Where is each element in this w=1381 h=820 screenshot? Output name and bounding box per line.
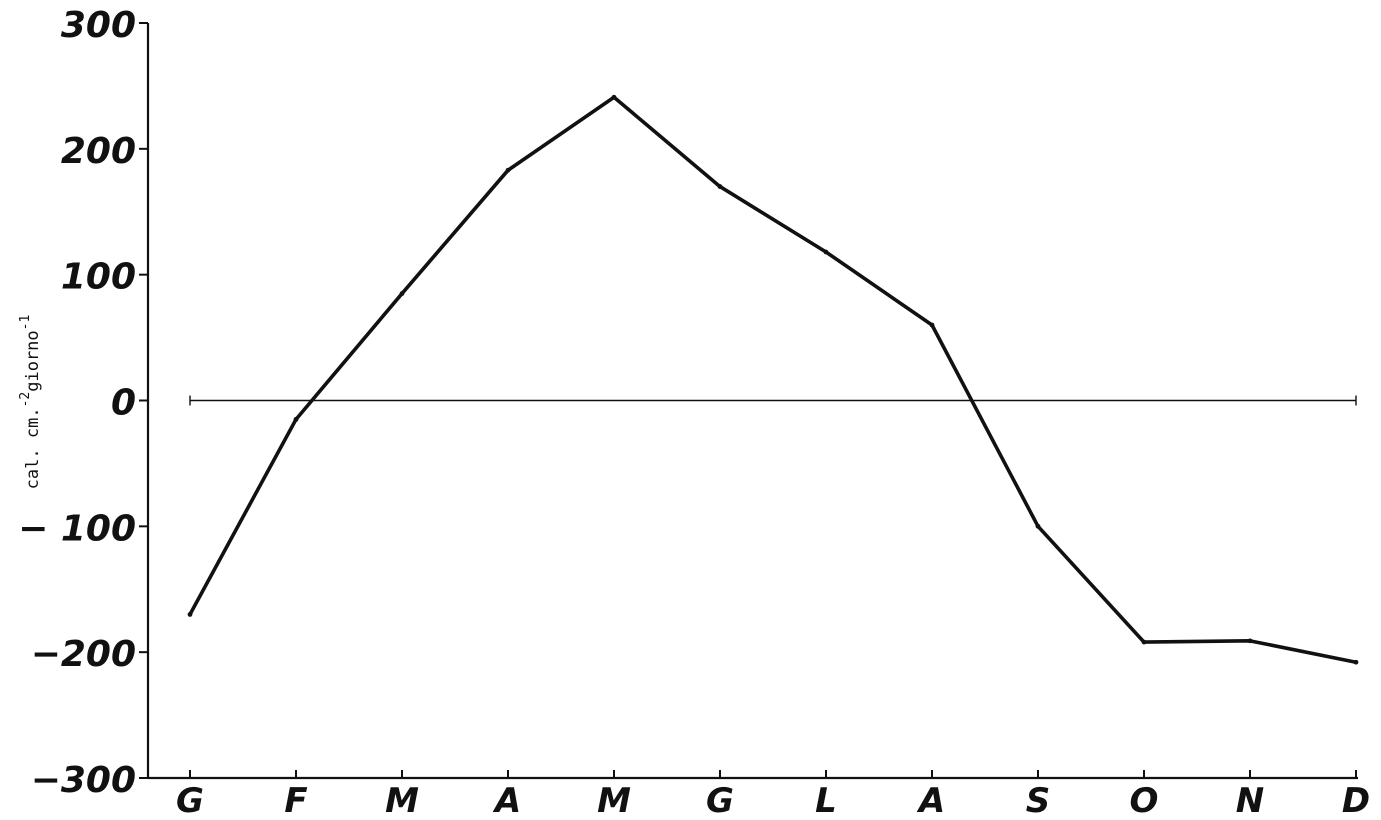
x-tick-label: O	[1130, 781, 1159, 820]
y-tick-label: 0	[111, 383, 136, 424]
data-point	[929, 322, 935, 328]
data-point	[399, 291, 405, 296]
data-point	[1035, 523, 1041, 529]
y-tick-label: −200	[31, 634, 136, 675]
x-tick-label: A	[492, 781, 521, 820]
x-tick-label: M	[385, 781, 419, 820]
series-line	[188, 95, 1358, 665]
x-tick-label: G	[706, 781, 734, 820]
y-axis: 300 200 100 0 − 100 −200 −300	[18, 5, 150, 801]
data-point	[1247, 638, 1253, 644]
data-point	[293, 416, 299, 422]
y-axis-label: cal. cm.-2giorno-1	[18, 315, 43, 490]
x-tick-label: M	[597, 781, 631, 820]
x-tick-label: A	[916, 781, 945, 820]
zero-reference-line	[189, 395, 1357, 406]
x-tick-label: L	[815, 781, 837, 820]
data-point	[1141, 639, 1147, 645]
x-tick-label: D	[1342, 781, 1370, 820]
data-point	[717, 184, 723, 189]
data-point	[823, 249, 829, 255]
data-point	[187, 612, 193, 617]
data-point	[1353, 659, 1359, 665]
y-tick-label: 300	[61, 5, 136, 46]
y-tick-label: 200	[61, 131, 136, 172]
y-tick-label: − 100	[18, 508, 136, 549]
series-group	[187, 94, 1359, 665]
x-tick-label: S	[1026, 781, 1051, 820]
data-point	[611, 94, 617, 100]
x-tick-label: N	[1236, 781, 1264, 820]
y-tick-label: −300	[31, 760, 136, 801]
data-point	[505, 167, 511, 173]
y-tick-label: 100	[61, 257, 136, 298]
x-tick-label: G	[176, 781, 204, 820]
x-tick-label: F	[284, 781, 307, 820]
